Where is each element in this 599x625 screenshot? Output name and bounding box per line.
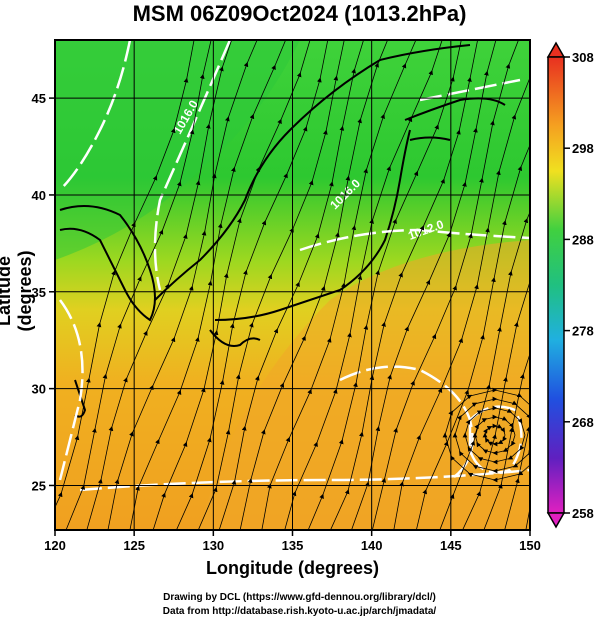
cyclone-streamline xyxy=(442,387,530,483)
y-axis-label: Latitude (degrees) xyxy=(0,250,35,332)
colorbar-tick-label: 288 xyxy=(572,232,594,247)
streamline xyxy=(568,27,599,540)
credit-line-2: Data from http://database.rish.kyoto-u.a… xyxy=(162,606,437,617)
color-bar-ticks: 308 298 288 278 268 258 xyxy=(564,50,594,521)
wind-streamlines xyxy=(55,27,599,540)
colorbar-tick-label: 278 xyxy=(572,324,594,339)
x-tick-label: 130 xyxy=(202,538,224,553)
colorbar-tick-label: 258 xyxy=(572,506,594,521)
y-tick-label: 45 xyxy=(32,91,46,106)
y-tick-label: 25 xyxy=(32,478,46,493)
colorbar-tick-label: 268 xyxy=(572,415,594,430)
map-title: MSM 06Z09Oct2024 (1013.2hPa) xyxy=(132,1,467,26)
x-tick-label: 150 xyxy=(519,538,541,553)
x-tick-label: 145 xyxy=(440,538,462,553)
y-axis-ticks: 25 30 35 40 45 xyxy=(32,91,55,493)
y-tick-label: 30 xyxy=(32,382,46,397)
x-tick-label: 140 xyxy=(361,538,383,553)
x-tick-label: 135 xyxy=(282,538,304,553)
x-axis-ticks: 120 125 130 135 140 145 150 xyxy=(44,530,541,553)
y-tick-label: 40 xyxy=(32,188,46,203)
color-bar xyxy=(546,41,566,529)
x-tick-label: 120 xyxy=(44,538,66,553)
colorbar-tick-label: 308 xyxy=(572,50,594,65)
x-tick-label: 125 xyxy=(123,538,145,553)
colorbar-tick-label: 298 xyxy=(572,141,594,156)
credit-line-1: Drawing by DCL (https://www.gfd-dennou.o… xyxy=(163,592,436,603)
y-tick-label: 35 xyxy=(32,285,46,300)
x-axis-label: Longitude (degrees) xyxy=(205,558,379,578)
lat-lon-grid xyxy=(55,40,530,530)
streamline xyxy=(590,27,599,540)
